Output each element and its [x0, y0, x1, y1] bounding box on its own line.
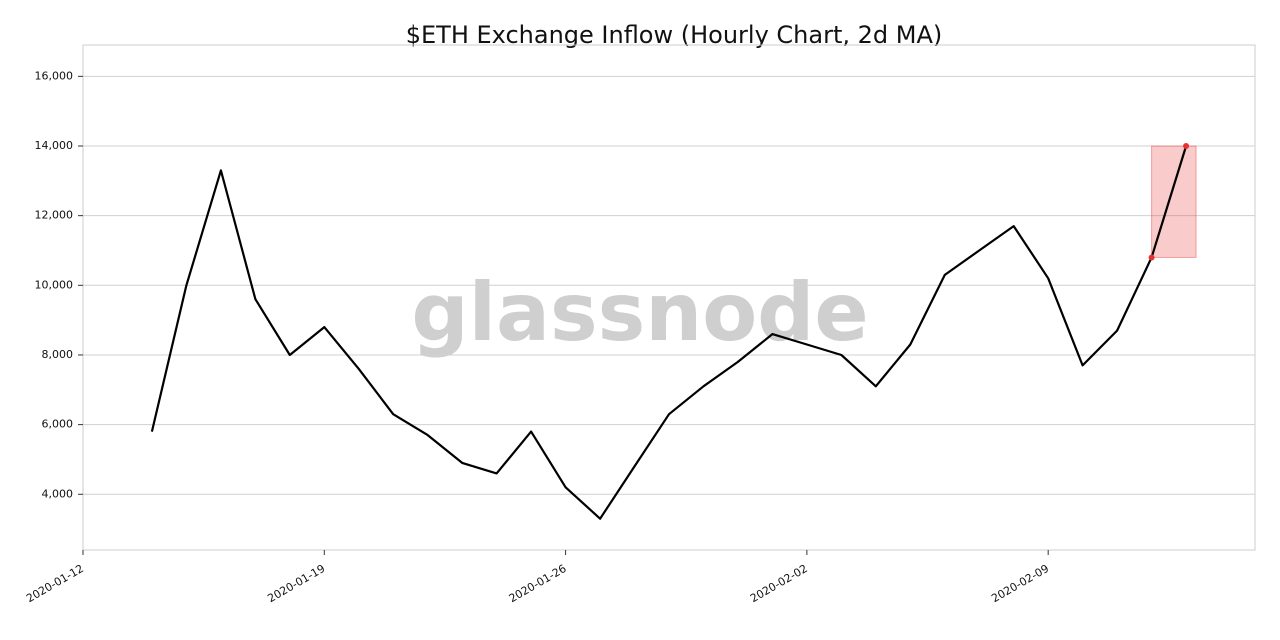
y-tick-label: 14,000: [35, 139, 74, 152]
y-tick-label: 8,000: [42, 348, 74, 361]
plot-frame: [82, 44, 1256, 551]
y-tick-label: 6,000: [42, 418, 74, 431]
highlight: [1151, 145, 1197, 258]
y-tick-label: 12,000: [35, 209, 74, 222]
highlight-point: [1183, 143, 1190, 149]
x-tick-label: 2020-01-19: [265, 562, 327, 605]
chart-title: $ETH Exchange Inflow (Hourly Chart, 2d M…: [406, 21, 943, 49]
x-tick-label: 2020-02-02: [748, 562, 810, 605]
highlight-point: [1148, 254, 1155, 261]
y-tick-label: 16,000: [35, 69, 74, 82]
data-line: [150, 145, 1188, 520]
y-tick-label: 4,000: [42, 487, 74, 500]
y-tick-label: 10,000: [35, 278, 74, 291]
x-tick-label: 2020-02-09: [989, 562, 1051, 605]
x-tick-label: 2020-01-12: [24, 562, 86, 605]
x-tick-label: 2020-01-26: [507, 562, 569, 605]
watermark: glassnode: [411, 266, 868, 359]
